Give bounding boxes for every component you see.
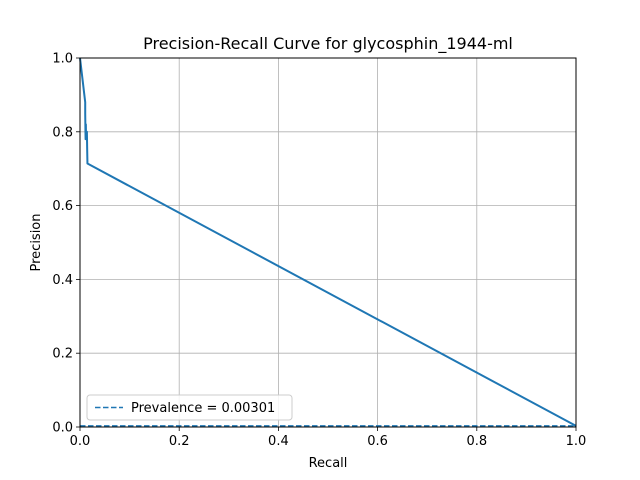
series-layer xyxy=(79,57,577,427)
y-tick-label: 1.0 xyxy=(52,52,73,67)
x-tick-label: 0.4 xyxy=(268,434,289,449)
plot-area-frame xyxy=(79,57,577,428)
y-tick-label: 0.2 xyxy=(52,347,73,362)
grid xyxy=(79,57,577,428)
y-axis-label: Precision xyxy=(29,213,44,271)
ticks: 0.0 0.2 0.4 0.6 0.8 1.0 0.0 0.2 0.4 0.6 0.8 1.0 xyxy=(52,52,586,450)
chart-title: Precision-Recall Curve for glycosphin_19… xyxy=(143,34,513,54)
x-tick-label: 0.0 xyxy=(70,434,91,449)
x-tick-label: 0.8 xyxy=(466,434,487,449)
pr-curve-line xyxy=(79,57,577,427)
x-tick-label: 0.2 xyxy=(169,434,190,449)
y-tick-label: 0.6 xyxy=(52,199,73,214)
x-axis-label: Recall xyxy=(309,456,348,471)
legend: Prevalence = 0.00301 xyxy=(86,394,293,421)
legend-box xyxy=(86,394,293,421)
legend-label-prevalence: Prevalence = 0.00301 xyxy=(131,401,275,416)
x-tick-label: 1.0 xyxy=(566,434,587,449)
y-tick-label: 0.4 xyxy=(52,273,73,288)
y-tick-label: 0.8 xyxy=(52,125,73,140)
x-tick-label: 0.6 xyxy=(367,434,388,449)
y-tick-label: 0.0 xyxy=(52,421,73,436)
